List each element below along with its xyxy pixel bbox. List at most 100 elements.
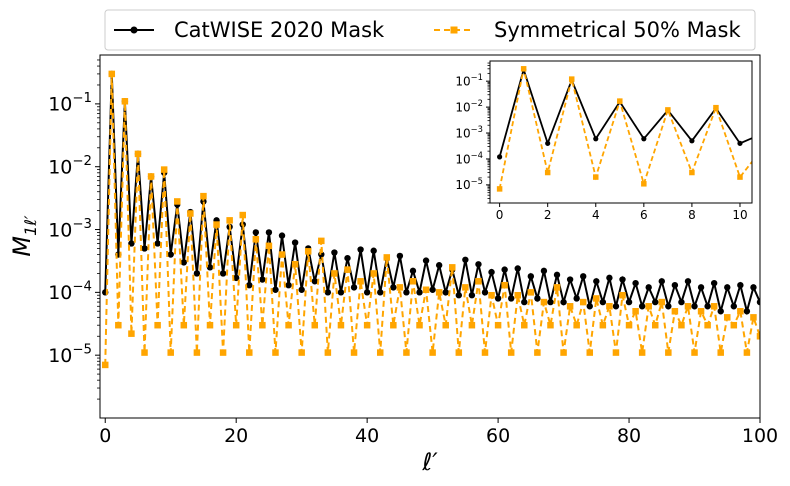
main-point-symmetrical-50-mask bbox=[481, 349, 489, 356]
inset-point-symmetrical-50-mask bbox=[520, 66, 527, 72]
main-plot: 0 20 40 60 80 100 10−510−410−310−210−1 ℓ′ M1ℓ… bbox=[8, 54, 778, 476]
main-point-symmetrical-50-mask bbox=[691, 349, 698, 356]
main-point-catwise-2020-mask bbox=[475, 261, 482, 268]
inset-point-catwise-2020-mask bbox=[545, 140, 551, 146]
main-point-catwise-2020-mask bbox=[547, 298, 554, 306]
main-point-catwise-2020-mask bbox=[521, 298, 528, 306]
main-point-catwise-2020-mask bbox=[252, 229, 260, 236]
legend-symmetrical-marker bbox=[450, 26, 458, 34]
main-point-symmetrical-50-mask bbox=[534, 349, 541, 356]
main-point-symmetrical-50-mask bbox=[154, 321, 161, 329]
main-point-symmetrical-50-mask bbox=[311, 321, 319, 329]
main-point-symmetrical-50-mask bbox=[566, 303, 574, 310]
main-point-symmetrical-50-mask bbox=[697, 308, 705, 315]
main-point-symmetrical-50-mask bbox=[599, 321, 607, 329]
main-point-catwise-2020-mask bbox=[363, 289, 371, 296]
main-point-symmetrical-50-mask bbox=[200, 192, 207, 200]
main-point-catwise-2020-mask bbox=[625, 298, 633, 306]
inset-point-symmetrical-50-mask bbox=[641, 181, 647, 187]
main-point-symmetrical-50-mask bbox=[318, 237, 325, 245]
main-point-symmetrical-50-mask bbox=[547, 321, 554, 329]
inset-series-layer bbox=[496, 66, 752, 192]
main-x-axis-label: ℓ′ bbox=[421, 448, 438, 476]
main-point-symmetrical-50-mask bbox=[593, 295, 600, 302]
main-y-axis-label-base: M bbox=[8, 236, 36, 257]
inset-series-line-symmetrical-50-mask bbox=[498, 68, 752, 190]
main-point-symmetrical-50-mask bbox=[331, 270, 338, 277]
main-point-catwise-2020-mask bbox=[658, 278, 665, 285]
main-y-tick-label: 10−2 bbox=[48, 154, 92, 179]
main-point-symmetrical-50-mask bbox=[435, 289, 443, 296]
inset-background bbox=[490, 61, 752, 203]
main-point-symmetrical-50-mask bbox=[409, 278, 417, 285]
main-point-symmetrical-50-mask bbox=[363, 321, 371, 329]
inset-y-axis: 10−5 10−4 10−3 10−2 10−1 bbox=[455, 62, 490, 204]
main-x-tick-label: 80 bbox=[617, 425, 641, 447]
main-point-catwise-2020-mask bbox=[468, 292, 476, 299]
main-point-symmetrical-50-mask bbox=[232, 321, 240, 329]
main-x-tick-label: 20 bbox=[224, 425, 248, 447]
inset-point-catwise-2020-mask bbox=[641, 136, 647, 142]
main-point-symmetrical-50-mask bbox=[632, 308, 639, 315]
main-point-symmetrical-50-mask bbox=[730, 321, 738, 329]
main-point-catwise-2020-mask bbox=[619, 276, 626, 283]
main-point-catwise-2020-mask bbox=[370, 247, 377, 254]
inset-x-tick-label: 8 bbox=[688, 208, 696, 222]
main-point-catwise-2020-mask bbox=[481, 289, 489, 296]
main-point-symmetrical-50-mask bbox=[540, 298, 548, 306]
main-point-symmetrical-50-mask bbox=[219, 349, 227, 356]
main-point-catwise-2020-mask bbox=[298, 286, 305, 293]
inset-y-tick-label: 10−5 bbox=[455, 176, 483, 192]
main-point-symmetrical-50-mask bbox=[390, 321, 397, 329]
main-x-axis: 0 20 40 60 80 100 bbox=[99, 418, 778, 447]
main-point-catwise-2020-mask bbox=[442, 289, 449, 296]
main-point-symmetrical-50-mask bbox=[115, 321, 122, 329]
inset-point-symmetrical-50-mask bbox=[496, 186, 503, 192]
main-point-symmetrical-50-mask bbox=[174, 198, 181, 205]
main-point-catwise-2020-mask bbox=[285, 281, 292, 289]
inset-y-tick-label: 10−3 bbox=[455, 124, 483, 140]
main-point-catwise-2020-mask bbox=[501, 266, 508, 273]
main-point-catwise-2020-mask bbox=[278, 232, 286, 239]
main-point-symmetrical-50-mask bbox=[252, 236, 260, 243]
main-point-catwise-2020-mask bbox=[416, 289, 423, 296]
inset-x-tick-label: 4 bbox=[592, 208, 600, 222]
main-point-symmetrical-50-mask bbox=[717, 349, 724, 356]
main-point-symmetrical-50-mask bbox=[128, 330, 135, 337]
main-point-catwise-2020-mask bbox=[219, 270, 227, 277]
inset-point-symmetrical-50-mask bbox=[737, 174, 743, 180]
main-point-catwise-2020-mask bbox=[560, 298, 567, 306]
main-point-symmetrical-50-mask bbox=[344, 266, 351, 273]
main-point-catwise-2020-mask bbox=[494, 295, 502, 302]
main-point-symmetrical-50-mask bbox=[350, 349, 358, 356]
inset-x-axis: 0 2 4 6 8 10 bbox=[496, 203, 748, 222]
inset-y-tick-label: 10−2 bbox=[455, 98, 483, 114]
main-point-symmetrical-50-mask bbox=[167, 349, 174, 356]
main-point-symmetrical-50-mask bbox=[265, 242, 273, 250]
main-point-catwise-2020-mask bbox=[324, 289, 332, 296]
main-point-symmetrical-50-mask bbox=[449, 264, 456, 271]
main-point-catwise-2020-mask bbox=[390, 284, 397, 291]
main-point-catwise-2020-mask bbox=[671, 281, 679, 289]
main-point-catwise-2020-mask bbox=[737, 281, 744, 289]
main-point-catwise-2020-mask bbox=[652, 298, 659, 306]
main-point-catwise-2020-mask bbox=[527, 273, 535, 280]
main-point-symmetrical-50-mask bbox=[579, 298, 587, 306]
main-point-symmetrical-50-mask bbox=[501, 281, 508, 289]
main-point-symmetrical-50-mask bbox=[291, 261, 299, 268]
main-point-catwise-2020-mask bbox=[200, 198, 207, 205]
main-point-catwise-2020-mask bbox=[514, 265, 521, 272]
inset-point-symmetrical-50-mask bbox=[593, 174, 599, 180]
main-point-catwise-2020-mask bbox=[259, 276, 266, 283]
main-point-symmetrical-50-mask bbox=[756, 333, 760, 340]
main-point-symmetrical-50-mask bbox=[684, 303, 692, 310]
inset-point-symmetrical-50-mask bbox=[544, 169, 551, 176]
main-point-catwise-2020-mask bbox=[141, 245, 148, 252]
main-point-symmetrical-50-mask bbox=[422, 286, 430, 294]
main-point-symmetrical-50-mask bbox=[416, 321, 423, 329]
main-point-catwise-2020-mask bbox=[350, 284, 358, 291]
main-point-symmetrical-50-mask bbox=[180, 321, 188, 329]
main-point-symmetrical-50-mask bbox=[272, 349, 279, 356]
main-point-symmetrical-50-mask bbox=[560, 349, 567, 356]
main-point-symmetrical-50-mask bbox=[429, 349, 436, 356]
